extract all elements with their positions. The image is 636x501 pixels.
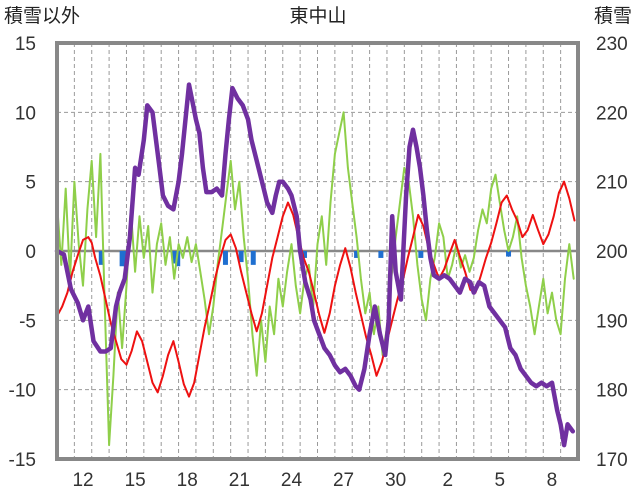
series-lines [54,82,576,448]
right-tick-label: 170 [596,450,628,471]
right-tick-label: 190 [596,311,628,332]
precip-bar [506,251,512,257]
right-tick-label: 200 [596,242,628,263]
purple-series-line [54,82,576,448]
precip-bar [171,251,177,264]
x-tick-label: 8 [547,470,558,491]
x-tick-label: 27 [333,470,354,491]
x-tick-label: 24 [281,470,303,491]
precip-bar [301,251,307,258]
x-tick-label: 18 [177,470,198,491]
green-series-line [56,111,575,447]
precip-bar [418,251,424,258]
left-axis-label: 積雪以外 [4,5,80,27]
chart-title: 東中山 [289,5,346,27]
left-tick-label: 15 [15,34,36,55]
right-tick-label: 210 [596,173,628,194]
left-tick-label: 10 [15,103,36,124]
right-tick-label: 220 [596,103,628,124]
plot-frame [55,41,580,461]
x-tick-label: 15 [125,470,146,491]
x-tick-label: 5 [495,470,506,491]
x-tick-label: 12 [72,470,93,491]
left-tick-label: -10 [9,381,36,402]
precip-bar [98,251,104,265]
left-tick-label: 0 [25,242,36,263]
precip-bar [238,251,244,263]
precip-bar [378,251,384,258]
left-tick-label: 5 [25,173,36,194]
left-tick-label: -5 [19,311,36,332]
precip-bar [354,251,360,258]
right-axis-label: 積雪 [594,5,632,27]
right-tick-label: 180 [596,381,628,402]
left-tick-label: -15 [9,450,36,471]
x-tick-label: 2 [442,470,453,491]
right-tick-label: 230 [596,34,628,55]
x-tick-label: 21 [229,470,250,491]
precip-bar [222,251,228,265]
precip-bar [119,251,125,267]
precip-bar [250,251,256,265]
red-series-line [56,180,576,398]
x-tick-label: 30 [385,470,406,491]
